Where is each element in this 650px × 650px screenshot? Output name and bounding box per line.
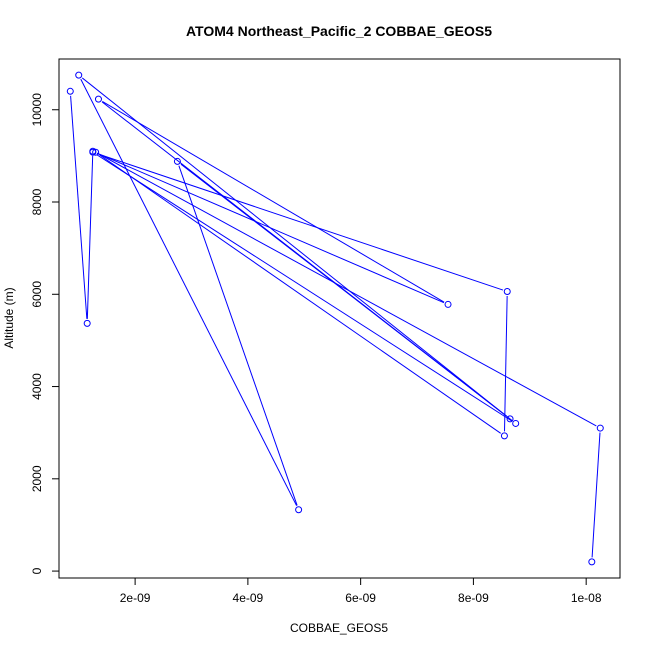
series-line-segment — [178, 165, 298, 506]
data-point — [444, 300, 452, 308]
x-tick-label: 1e-08 — [571, 591, 602, 605]
data-point — [83, 319, 91, 327]
series-line-segment — [80, 78, 298, 506]
series-line-segment — [86, 155, 94, 319]
data-point — [500, 432, 508, 440]
data-point — [512, 419, 520, 427]
series-line-segment — [96, 153, 504, 291]
series-line-segment — [70, 95, 88, 319]
x-tick-label: 4e-09 — [233, 591, 264, 605]
data-point — [506, 415, 514, 423]
data-point — [596, 424, 604, 432]
y-tick-label: 4000 — [30, 373, 44, 400]
series-layer — [66, 71, 604, 566]
data-point — [92, 148, 100, 156]
y-tick-label: 0 — [30, 567, 44, 574]
y-axis-label: Altitude (m) — [2, 287, 16, 348]
data-point — [588, 558, 596, 566]
x-tick-label: 8e-09 — [458, 591, 489, 605]
x-axis-label: COBBAE_GEOS5 — [290, 621, 388, 635]
series-line-segment — [102, 100, 445, 303]
x-axis: 2e-09 4e-09 6e-09 8e-09 1e-08 — [120, 577, 602, 605]
series-line-segment — [96, 152, 445, 304]
data-point — [295, 506, 303, 514]
data-point — [75, 71, 83, 79]
data-point — [503, 288, 511, 296]
y-tick-label: 10000 — [30, 93, 44, 127]
chart-title: ATOM4 Northeast_Pacific_2 COBBAE_GEOS5 — [186, 23, 492, 39]
y-tick-label: 8000 — [30, 188, 44, 215]
x-tick-label: 2e-09 — [120, 591, 151, 605]
x-tick-label: 6e-09 — [345, 591, 376, 605]
series-line-segment — [96, 154, 513, 422]
data-point — [94, 95, 102, 103]
y-axis: 0 2000 4000 6000 8000 10000 — [30, 93, 60, 574]
series-line-segment — [591, 432, 601, 558]
series-line-segment — [504, 296, 508, 432]
y-tick-label: 6000 — [30, 281, 44, 308]
data-point — [66, 87, 74, 95]
data-point — [173, 157, 181, 165]
series-line-segment — [101, 101, 507, 417]
y-tick-label: 2000 — [30, 465, 44, 492]
series-line-segment — [99, 154, 502, 434]
data-point — [89, 147, 97, 155]
series-line-segment — [81, 77, 513, 422]
